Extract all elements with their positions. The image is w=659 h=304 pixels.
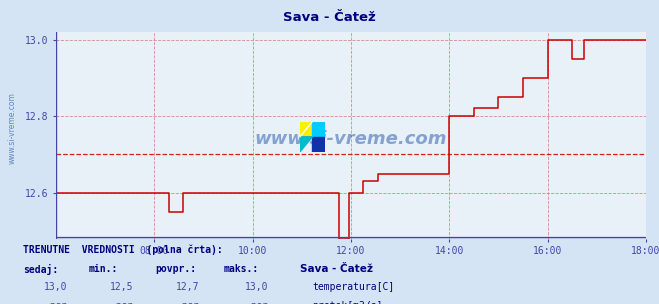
Text: sedaj:: sedaj: [23,264,58,275]
Polygon shape [300,137,312,152]
Text: 13,0: 13,0 [44,282,68,292]
Bar [312,137,325,152]
Text: www.si-vreme.com: www.si-vreme.com [254,130,447,148]
Bar [312,122,325,137]
Text: min.:: min.: [89,264,119,274]
Text: 13,0: 13,0 [245,282,269,292]
Bar [300,122,312,137]
Text: Sava - Čatež: Sava - Čatež [283,11,376,24]
Text: -nan: -nan [110,301,134,304]
Text: temperatura[C]: temperatura[C] [312,282,395,292]
Text: pretok[m3/s]: pretok[m3/s] [312,301,383,304]
Text: -nan: -nan [176,301,200,304]
Text: maks.:: maks.: [224,264,259,274]
Text: 12,5: 12,5 [110,282,134,292]
Text: -nan: -nan [245,301,269,304]
Text: -nan: -nan [44,301,68,304]
Text: Sava - Čatež: Sava - Čatež [300,264,373,274]
Text: www.si-vreme.com: www.si-vreme.com [7,92,16,164]
Text: povpr.:: povpr.: [155,264,196,274]
Text: 12,7: 12,7 [176,282,200,292]
Text: TRENUTNE  VREDNOSTI  (polna črta):: TRENUTNE VREDNOSTI (polna črta): [23,245,223,255]
